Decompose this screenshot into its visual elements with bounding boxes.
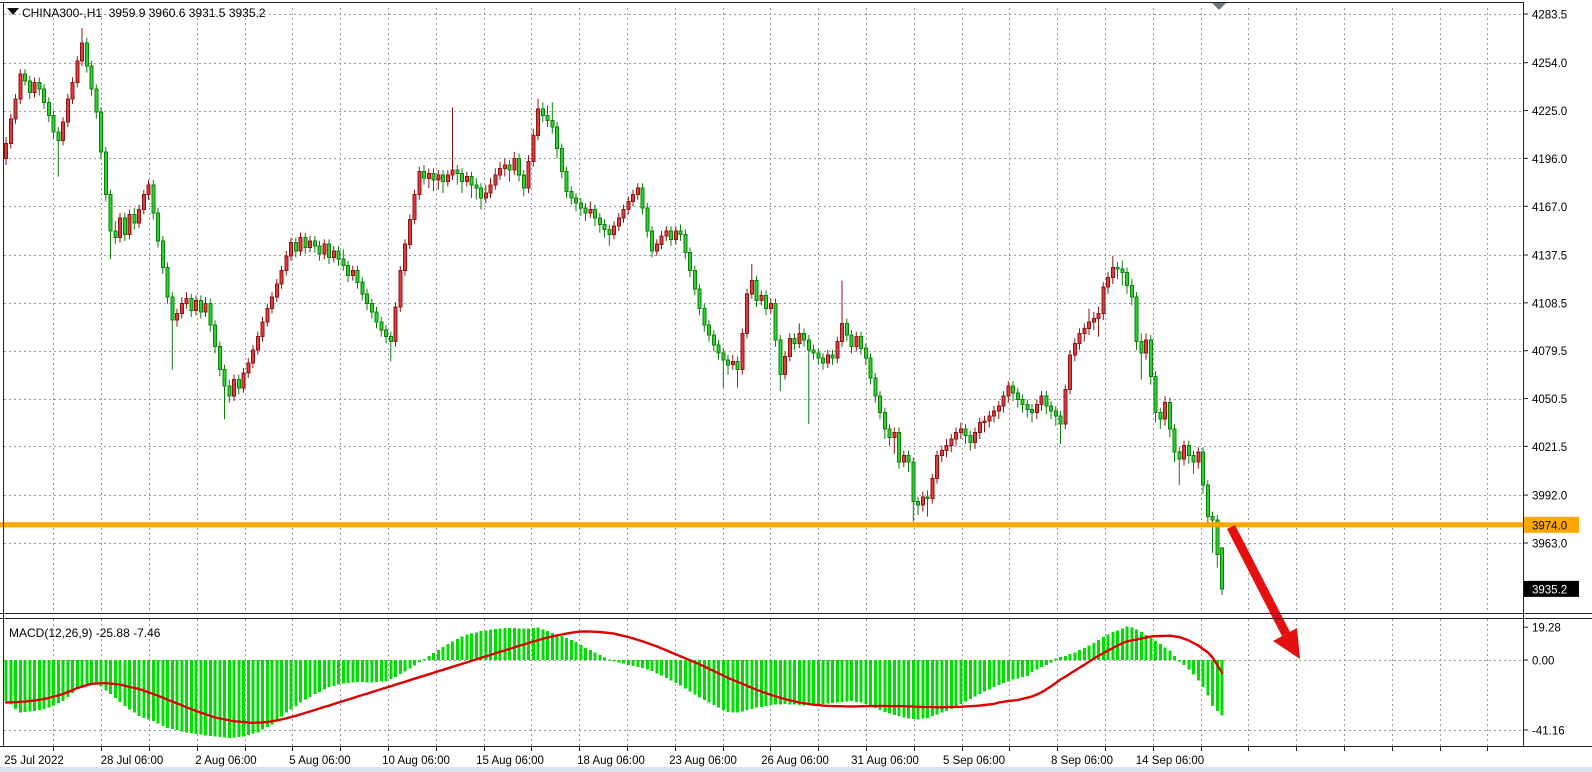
svg-text:4079.5: 4079.5	[1532, 346, 1567, 358]
panel-borders	[0, 2, 1592, 747]
indicator-name: MACD(12,26,9)	[9, 626, 93, 640]
svg-text:-41.16: -41.16	[1532, 725, 1565, 737]
symbol-dropdown-icon[interactable]	[7, 8, 19, 15]
chart-title-spacer	[102, 6, 109, 20]
candles-layer	[4, 28, 1224, 595]
svg-text:2 Aug 06:00: 2 Aug 06:00	[195, 755, 256, 767]
svg-text:23 Aug 06:00: 23 Aug 06:00	[669, 755, 737, 767]
svg-text:28 Jul 06:00: 28 Jul 06:00	[101, 755, 164, 767]
svg-text:4225.0: 4225.0	[1532, 106, 1567, 118]
svg-text:4283.5: 4283.5	[1532, 10, 1567, 22]
price-axis[interactable]: 4283.5 4254.0 4225.0 4196.0 4167.0 4137.5 4108…	[1523, 10, 1567, 551]
svg-text:4050.5: 4050.5	[1532, 394, 1567, 406]
svg-text:4196.0: 4196.0	[1532, 154, 1567, 166]
svg-text:3935.2: 3935.2	[1532, 584, 1567, 596]
svg-text:4167.0: 4167.0	[1532, 202, 1567, 214]
svg-text:18 Aug 06:00: 18 Aug 06:00	[577, 755, 645, 767]
svg-text:10 Aug 06:00: 10 Aug 06:00	[382, 755, 450, 767]
svg-text:26 Aug 06:00: 26 Aug 06:00	[761, 755, 829, 767]
svg-text:8 Sep 06:00: 8 Sep 06:00	[1051, 755, 1113, 767]
svg-text:3974.0: 3974.0	[1532, 520, 1567, 532]
svg-text:4254.0: 4254.0	[1532, 58, 1567, 70]
svg-text:14 Sep 06:00: 14 Sep 06:00	[1136, 755, 1204, 767]
svg-text:31 Aug 06:00: 31 Aug 06:00	[851, 755, 919, 767]
svg-text:5 Aug 06:00: 5 Aug 06:00	[289, 755, 350, 767]
svg-text:3992.0: 3992.0	[1532, 491, 1567, 503]
hline-price-tag: 3974.0	[1524, 516, 1579, 533]
macd-signal-line	[4, 630, 1224, 725]
macd-axis[interactable]: 19.28 0.00 -41.16	[1523, 623, 1565, 738]
svg-text:15 Aug 06:00: 15 Aug 06:00	[476, 755, 544, 767]
chart-title-symbol: CHINA300-,H1	[22, 6, 103, 20]
window-bottom-edge	[0, 767, 1592, 772]
time-axis[interactable]: 25 Jul 2022 28 Jul 06:00 2 Aug 06:00 5 Aug …	[4, 747, 1488, 767]
svg-text:25 Jul 2022: 25 Jul 2022	[4, 755, 63, 767]
indicator-label: MACD(12,26,9) -25.88 -7.46	[9, 626, 160, 640]
indicator-values: -25.88 -7.46	[95, 626, 161, 640]
chart-title: CHINA300-,H1 3959.9 3960.6 3931.5 3935.2	[22, 6, 266, 20]
svg-text:19.28: 19.28	[1532, 623, 1561, 635]
svg-text:4108.5: 4108.5	[1532, 298, 1567, 310]
macd-histogram	[4, 626, 1224, 739]
svg-text:3963.0: 3963.0	[1532, 538, 1567, 550]
svg-text:0.00: 0.00	[1532, 656, 1554, 668]
svg-text:5 Sep 06:00: 5 Sep 06:00	[943, 755, 1005, 767]
svg-text:4021.5: 4021.5	[1532, 442, 1567, 454]
trend-arrow	[1226, 524, 1300, 659]
svg-text:4137.5: 4137.5	[1532, 250, 1567, 262]
chart-title-ohlc: 3959.9 3960.6 3931.5 3935.2	[108, 6, 266, 20]
current-price-tag: 3935.2	[1524, 580, 1579, 597]
chart-shift-marker[interactable]	[1212, 3, 1226, 10]
